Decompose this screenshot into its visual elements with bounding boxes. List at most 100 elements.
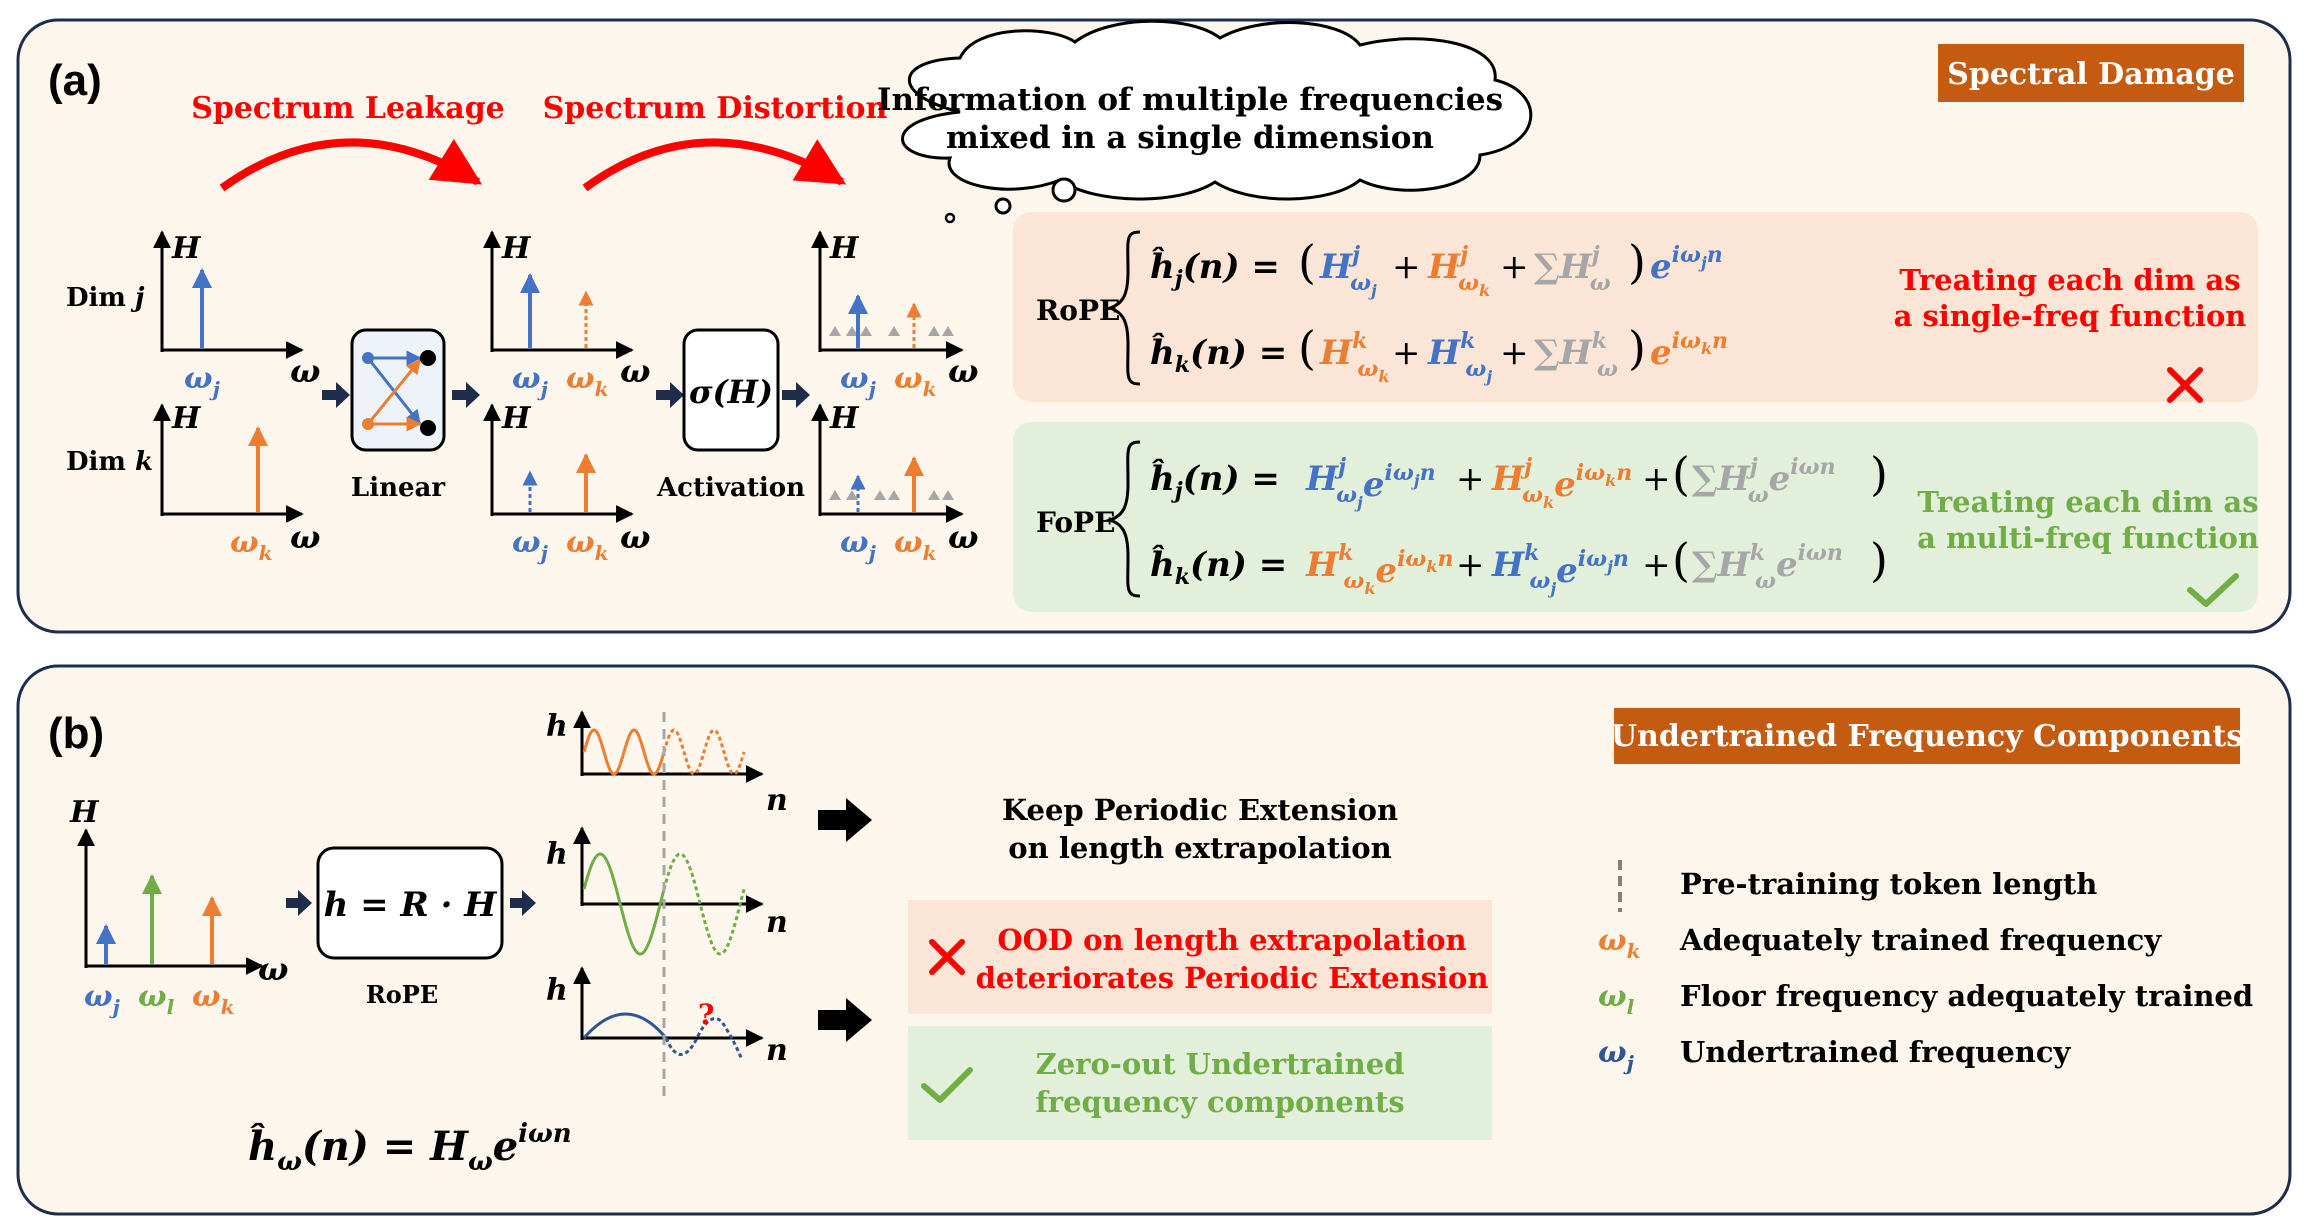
- svg-text:H: H: [829, 231, 860, 266]
- svg-text:(: (: [1298, 321, 1316, 375]
- svg-text:(: (: [1672, 533, 1690, 587]
- keep-periodic-line2: on length extrapolation: [1008, 831, 1391, 865]
- svg-text:ωj: ωj: [840, 525, 877, 565]
- thought-cloud: [901, 19, 1533, 224]
- svg-text:ωj: ωj: [184, 361, 221, 401]
- plot-dim-j-input: H ω ωj: [153, 230, 320, 401]
- svg-text:?: ?: [698, 998, 714, 1031]
- svg-text:ĥk(n) =: ĥk(n) =: [1150, 332, 1287, 378]
- svg-text:ωk: ωk: [566, 525, 608, 565]
- spectrum-distortion-arrow: [582, 138, 847, 192]
- rope-equation-box: [1013, 212, 2258, 402]
- flow-arrow-b1: [286, 890, 312, 916]
- ood-line2: deteriorates Periodic Extension: [976, 961, 1489, 995]
- svg-text:ωj: ωj: [512, 361, 549, 401]
- svg-text:n: n: [766, 1033, 788, 1068]
- svg-text:+: +: [1642, 459, 1671, 499]
- activation-block: σ(H): [682, 328, 780, 452]
- plot-linear-dim-j: H ω ωj ωk: [483, 230, 650, 401]
- svg-text:ω: ω: [948, 352, 978, 390]
- svg-text:ω: ω: [290, 352, 320, 390]
- rope-label-b: RoPE: [366, 980, 438, 1009]
- legend-item-3: Undertrained frequency: [1680, 1035, 2072, 1069]
- svg-text:eiωkn: eiωkn: [1650, 328, 1728, 373]
- svg-text:H: H: [501, 231, 532, 266]
- legend-symbol-1: ωk: [1598, 923, 1640, 963]
- cloud-text-line2: mixed in a single dimension: [946, 120, 1434, 156]
- svg-text:σ(H): σ(H): [689, 373, 773, 411]
- flow-arrows-a: [322, 382, 810, 408]
- zero-out-line2: frequency components: [1035, 1085, 1404, 1119]
- svg-text:(: (: [1298, 235, 1316, 289]
- plot-spectrum-b: H ω ωj ωl ωk: [69, 795, 288, 1019]
- svg-text:H: H: [501, 401, 532, 436]
- svg-text:): ): [1628, 235, 1646, 289]
- ood-cross-icon: [929, 939, 965, 975]
- rope-formula: h = R · H: [324, 885, 499, 925]
- keep-periodic-line1: Keep Periodic Extension: [1002, 793, 1398, 827]
- svg-text:ωl: ωl: [138, 979, 175, 1019]
- big-arrow-1: [818, 798, 872, 842]
- linear-label: Linear: [351, 473, 445, 503]
- legend-item-1: Adequately trained frequency: [1679, 923, 2162, 957]
- svg-text:n: n: [766, 905, 788, 940]
- svg-text:ĥk(n) =: ĥk(n) =: [1150, 544, 1287, 590]
- check-icon: [2187, 573, 2239, 607]
- svg-text:ωk: ωk: [566, 361, 608, 401]
- svg-text:+: +: [1500, 333, 1529, 373]
- panel-a-banner: [1938, 44, 2244, 102]
- zero-out-box: [908, 1026, 1492, 1140]
- ood-box: [908, 900, 1492, 1014]
- fope-equation-box: [1013, 422, 2258, 612]
- svg-text:ωk: ωk: [230, 525, 272, 565]
- spectrum-distortion-label: Spectrum Distortion: [543, 91, 888, 126]
- svg-text:H: H: [829, 401, 860, 436]
- fope-brace: [1105, 440, 1141, 598]
- svg-text:): ): [1870, 447, 1888, 501]
- svg-text:ωk: ωk: [894, 361, 936, 401]
- legend-item-0: Pre-training token length: [1680, 867, 2097, 901]
- svg-text:ω: ω: [620, 518, 650, 556]
- svg-text:ωk: ωk: [192, 979, 234, 1019]
- svg-text:ω: ω: [258, 950, 288, 988]
- svg-text:+: +: [1456, 545, 1485, 585]
- rope-brace: [1105, 230, 1141, 386]
- svg-text:ω: ω: [290, 518, 320, 556]
- zero-out-line1: Zero-out Undertrained: [1036, 1047, 1405, 1081]
- fope-note-line1: Treating each dim as: [1917, 485, 2258, 519]
- svg-text:+: +: [1500, 247, 1529, 287]
- plot-linear-dim-k: H ω ωj ωk: [483, 401, 650, 565]
- svg-text:h: h: [546, 837, 568, 872]
- rope-block: [316, 846, 504, 960]
- svg-text:H: H: [171, 231, 202, 266]
- zero-out-check-icon: [921, 1067, 973, 1103]
- svg-text:+: +: [1642, 545, 1671, 585]
- plot-activation-dim-j: H ω ωj ωk: [811, 230, 978, 401]
- spectrum-leakage-label: Spectrum Leakage: [191, 91, 505, 126]
- svg-text:ĥj(n) =: ĥj(n) =: [1150, 458, 1280, 504]
- svg-text:ĥj(n) =: ĥj(n) =: [1150, 246, 1280, 292]
- svg-text:H: H: [69, 795, 100, 830]
- cloud-text-line1: Information of multiple frequencies: [877, 82, 1503, 118]
- bottom-formula: ĥω(n) = Hωeiωn: [248, 1119, 572, 1177]
- svg-text:n: n: [766, 783, 788, 818]
- rope-note-line2: a single-freq function: [1894, 299, 2247, 333]
- svg-text:+: +: [1392, 247, 1421, 287]
- dim-k-label: Dim k: [66, 447, 153, 477]
- wave-plot-green: h n: [546, 826, 788, 956]
- plot-dim-k-input: H ω ωk: [153, 401, 320, 565]
- svg-text:ωk: ωk: [894, 525, 936, 565]
- panel-a-banner-text: Spectral Damage: [1947, 57, 2235, 92]
- legend-symbol-2: ωl: [1598, 979, 1635, 1019]
- svg-text:eiωjn: eiωjn: [1650, 242, 1723, 287]
- legend: Pre-training token length ωk Adequately …: [1598, 860, 2253, 1075]
- cross-icon: [2167, 367, 2203, 403]
- panel-b-banner-text: Undertrained Frequency Components: [1611, 719, 2243, 754]
- svg-text:): ): [1628, 321, 1646, 375]
- rope-note-line1: Treating each dim as: [1899, 263, 2240, 297]
- svg-text:H: H: [171, 401, 202, 436]
- flow-arrow-b2: [510, 890, 536, 916]
- svg-text:ωj: ωj: [84, 979, 121, 1019]
- svg-text:): ): [1870, 533, 1888, 587]
